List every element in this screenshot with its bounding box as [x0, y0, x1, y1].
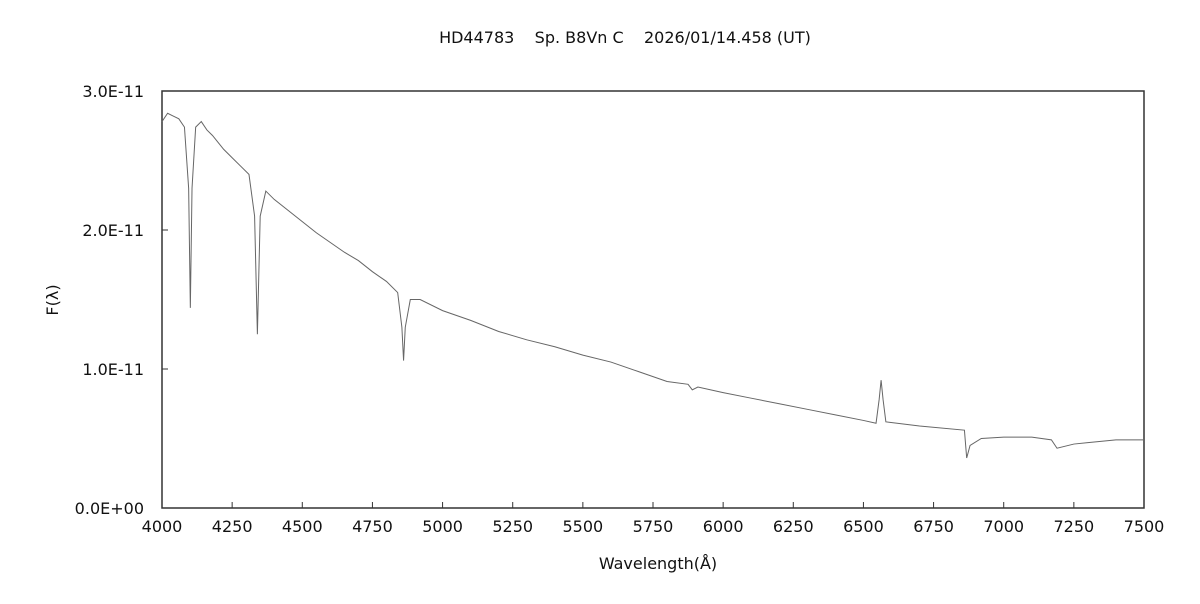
- plot-area-frame: [161, 90, 1145, 509]
- x-tick-label: 5000: [422, 517, 463, 536]
- x-tick-label: 6500: [843, 517, 884, 536]
- x-tick-label: 4250: [212, 517, 253, 536]
- chart-title: HD44783 Sp. B8Vn C 2026/01/14.458 (UT): [439, 28, 811, 47]
- x-tick-label: 6750: [913, 517, 954, 536]
- x-tick-label: 7250: [1053, 517, 1094, 536]
- x-axis-label: Wavelength(Å): [599, 554, 717, 573]
- spectrum-series-line: [161, 112, 1144, 459]
- x-tick-label: 5250: [492, 517, 533, 536]
- x-axis-ticks: 4000 4250 4500 4750 5000 5250 5500 5750 6000 6250…: [142, 502, 1165, 536]
- x-tick-label: 6250: [773, 517, 814, 536]
- x-tick-label: 4000: [142, 517, 183, 536]
- y-axis-label: F(λ): [43, 284, 62, 315]
- y-tick-label: 0.0E+00: [75, 499, 144, 518]
- x-tick-label: 4500: [282, 517, 323, 536]
- y-tick-label: 2.0E-11: [82, 221, 144, 240]
- x-tick-label: 4750: [352, 517, 393, 536]
- x-tick-label: 7500: [1124, 517, 1165, 536]
- y-axis-ticks: 0.0E+00 1.0E-11 2.0E-11 3.0E-11: [75, 82, 168, 518]
- x-tick-label: 5500: [562, 517, 603, 536]
- x-tick-label: 6000: [703, 517, 744, 536]
- y-tick-label: 1.0E-11: [82, 360, 144, 379]
- x-tick-label: 5750: [633, 517, 674, 536]
- y-tick-label: 3.0E-11: [82, 82, 144, 101]
- x-tick-label: 7000: [983, 517, 1024, 536]
